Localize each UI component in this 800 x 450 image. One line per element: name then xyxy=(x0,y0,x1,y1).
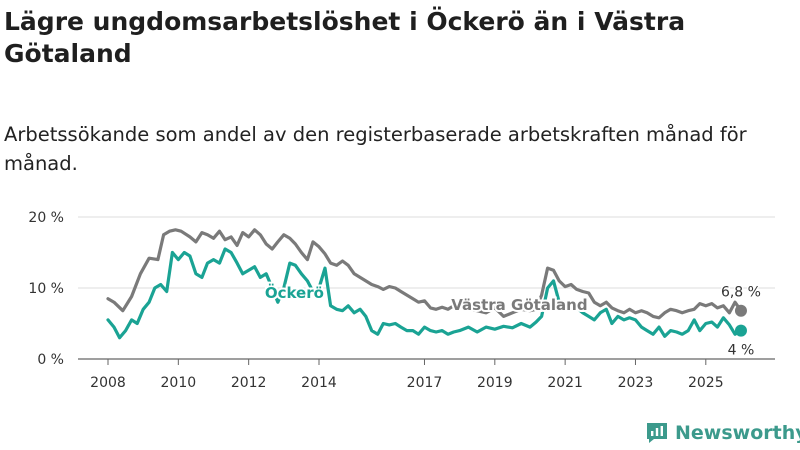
series-line xyxy=(106,247,743,340)
labels: Västra Götaland Öckerö 6,8 % 4 % xyxy=(263,281,763,360)
x-tick-label: 2017 xyxy=(407,375,443,391)
x-tick-label: 2012 xyxy=(231,375,267,391)
end-point xyxy=(734,304,747,317)
x-tick-label: 2014 xyxy=(301,375,337,391)
line-chart: 0 % 10 % 20 % 2008 2010 2012 2014 2017 2019 2021 2… xyxy=(28,210,775,391)
x-tick-label: 2019 xyxy=(477,375,513,391)
brand-name: Newsworthy xyxy=(675,422,800,444)
series-label-ockero: Öckerö xyxy=(265,283,324,302)
y-tick-label: 20 % xyxy=(28,210,64,226)
x-tick-label: 2023 xyxy=(618,375,654,391)
grid-lines xyxy=(78,216,775,360)
axes: 0 % 10 % 20 % 2008 2010 2012 2014 2017 2019 2021 2… xyxy=(28,210,775,391)
y-tick-label: 0 % xyxy=(37,352,64,368)
x-tick-label: 2010 xyxy=(161,375,197,391)
end-point xyxy=(734,324,747,337)
series-label-vastra-gotaland: Västra Götaland xyxy=(451,296,587,314)
newsworthy-icon xyxy=(647,423,667,443)
end-label-vastra-gotaland: 6,8 % xyxy=(721,285,761,301)
y-tick-label: 10 % xyxy=(28,281,64,297)
series xyxy=(106,228,747,340)
brand-logo[interactable]: Newsworthy xyxy=(645,420,800,446)
series-line xyxy=(106,228,743,320)
end-label-ockero: 4 % xyxy=(728,343,755,359)
x-tick-label: 2021 xyxy=(547,375,583,391)
x-tick-label: 2025 xyxy=(688,375,724,391)
chart-subtitle: Arbetssökande som andel av den registerb… xyxy=(4,123,747,175)
x-tick-label: 2008 xyxy=(90,375,126,391)
chart-title: Lägre ungdomsarbetslöshet i Öckerö än i … xyxy=(4,7,686,68)
